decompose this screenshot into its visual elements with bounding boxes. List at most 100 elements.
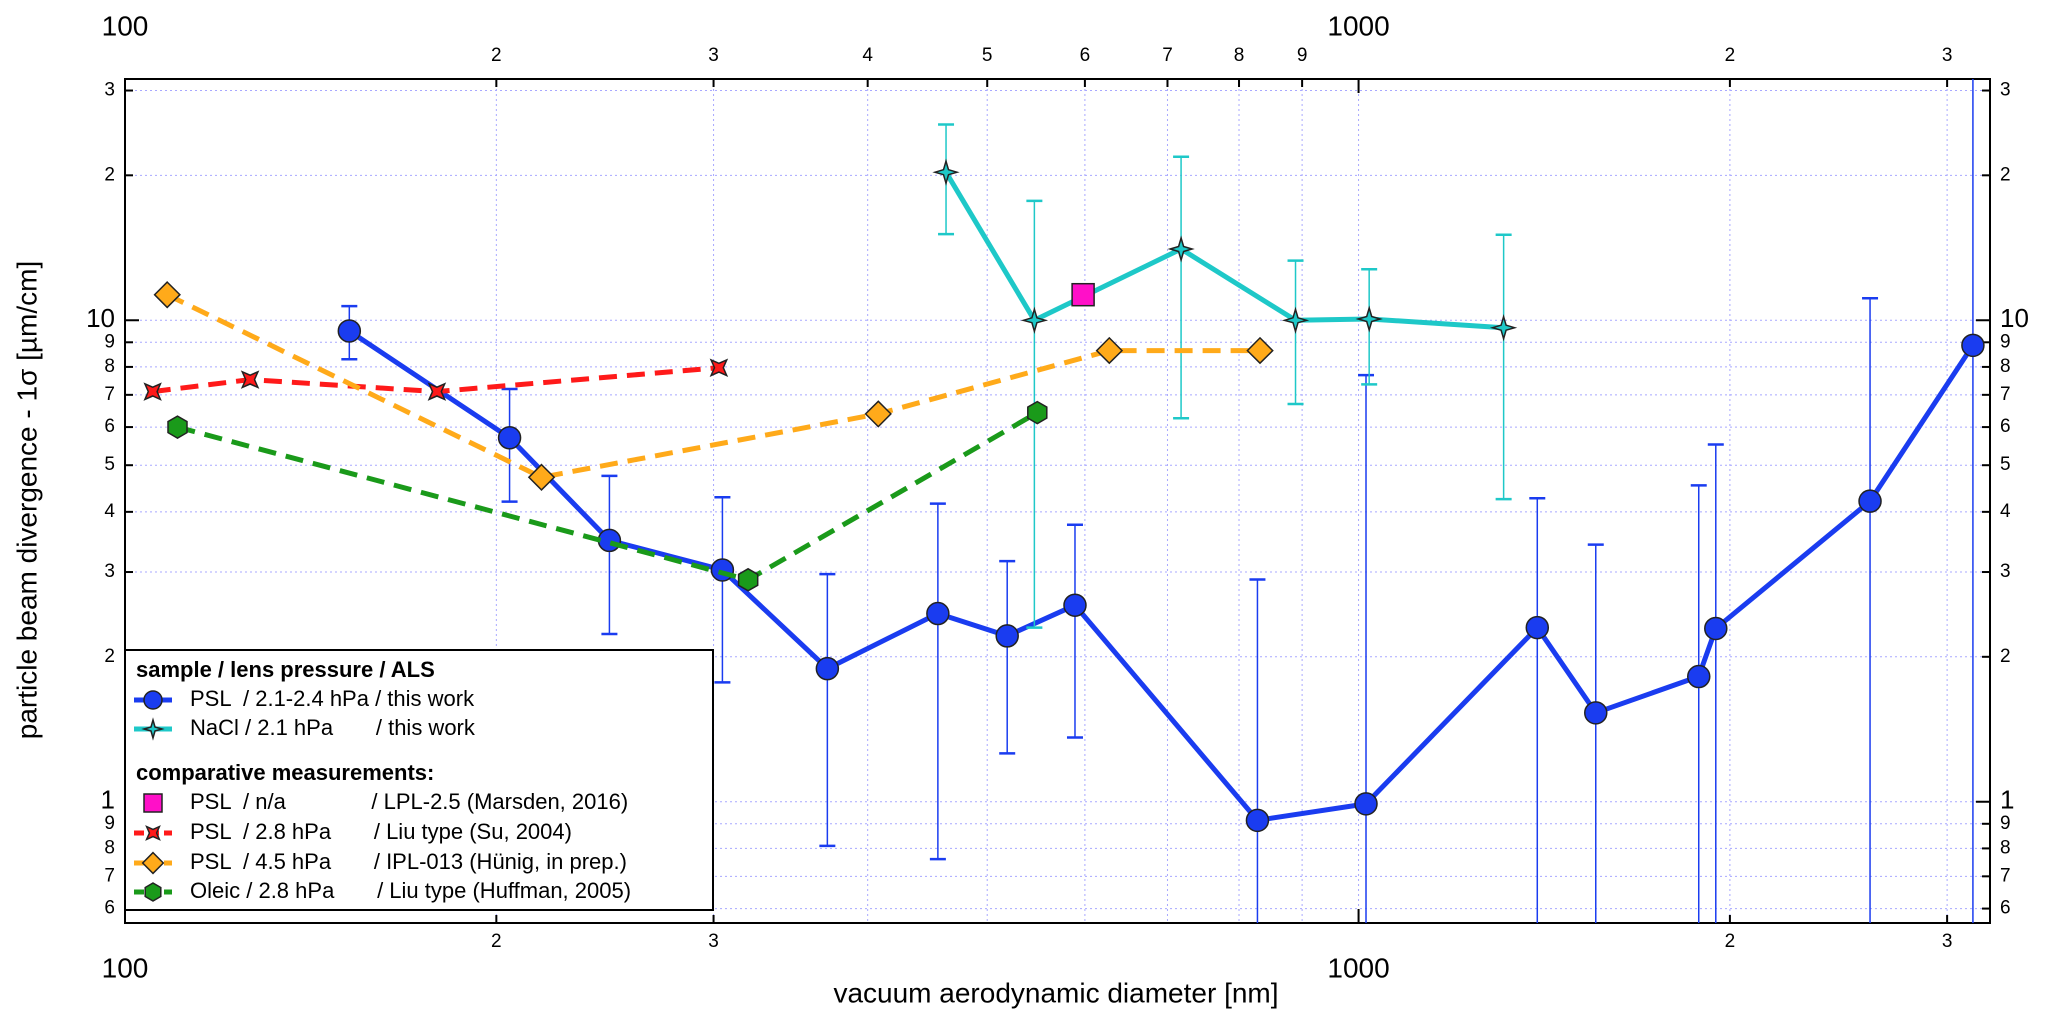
point: [143, 382, 162, 401]
error-bar: [1495, 233, 1512, 501]
point: [1686, 664, 1711, 689]
x-tick-label: 3: [1942, 931, 1953, 952]
series-line: [176, 410, 1039, 583]
y-tick-label: 5: [104, 454, 115, 475]
error-bar: [1690, 484, 1707, 923]
point: [1355, 305, 1383, 333]
y-tick-label-right: 8: [2000, 356, 2011, 377]
y-tick-label: 1: [101, 785, 115, 815]
point: [926, 601, 950, 626]
point: [1246, 336, 1274, 365]
x-tick-label: 1000: [1327, 952, 1389, 983]
legend-title: sample / lens pressure / ALS: [136, 657, 435, 682]
y-tick-label: 10: [86, 303, 115, 333]
series-line: [152, 365, 720, 395]
x-tick-label-top: 3: [708, 45, 719, 66]
y-tick-label-right: 3: [2000, 80, 2011, 101]
y-tick-label-right: 9: [2000, 813, 2011, 834]
point: [1961, 333, 1985, 358]
point: [1245, 808, 1270, 833]
y-tick-label-right: 9: [2000, 331, 2011, 352]
y-tick-label: 2: [104, 164, 115, 185]
y-tick-label-right: 6: [2000, 416, 2011, 437]
point: [864, 400, 892, 428]
x-tick-label-top: 6: [1080, 45, 1091, 66]
point: [240, 370, 260, 389]
y-tick-label: 9: [104, 813, 115, 834]
y-tick-label-right: 4: [2000, 501, 2011, 522]
x-tick-label-top: 7: [1162, 45, 1173, 66]
legend-marker: [141, 851, 165, 875]
y-axis-label: particle beam divergence - 1σ [µm/cm]: [11, 261, 42, 739]
point: [1071, 282, 1095, 307]
point: [527, 463, 556, 491]
point: [1020, 306, 1049, 334]
x-tick-label-top: 4: [862, 45, 873, 66]
y-tick-label: 9: [104, 331, 115, 352]
legend-label: NaCl / 2.1 hPa / this work: [190, 715, 476, 740]
point: [1858, 489, 1882, 513]
y-tick-label: 7: [104, 384, 115, 405]
error-bar: [1587, 543, 1604, 923]
x-tick-label-top: 3: [1942, 45, 1953, 66]
point: [1704, 616, 1728, 641]
x-tick-label: 3: [708, 931, 719, 952]
point: [1167, 235, 1195, 263]
legend-marker: [141, 717, 165, 741]
x-tick-label: 100: [102, 952, 149, 983]
plot-frame: [124, 78, 1991, 924]
x-axis-label: vacuum aerodynamic diameter [nm]: [833, 977, 1278, 1008]
point: [737, 567, 759, 592]
y-tick-label-right: 8: [2000, 837, 2011, 858]
legend-label: PSL / 4.5 hPa / IPL-013 (Hünig, in prep.…: [190, 849, 627, 874]
y-tick-label: 8: [104, 837, 115, 858]
legend-subtitle: comparative measurements:: [136, 760, 434, 785]
y-tick-label-right: 6: [2000, 898, 2011, 919]
legend-marker: [143, 690, 163, 710]
point: [427, 382, 447, 401]
series-line: [347, 328, 1975, 823]
point: [1525, 615, 1550, 640]
point: [995, 624, 1019, 648]
y-tick-label-right: 3: [2000, 561, 2011, 582]
y-tick-label: 3: [104, 561, 115, 582]
error-bar: [1066, 523, 1083, 739]
legend: sample / lens pressure / ALS PSL / 2.1-2.…: [124, 649, 714, 911]
legend-label: PSL / n/a / LPL-2.5 (Marsden, 2016): [190, 789, 628, 814]
error-bar: [1707, 443, 1724, 923]
y-tick-label: 7: [104, 865, 115, 886]
legend-marker: [145, 825, 161, 841]
point: [709, 358, 729, 377]
x-tick-label-top: 2: [491, 45, 502, 66]
x-tick-label-top: 1000: [1327, 10, 1389, 41]
x-tick-label-top: 8: [1234, 45, 1245, 66]
y-tick-label: 3: [104, 80, 115, 101]
legend-label: Oleic / 2.8 hPa / Liu type (Huffman, 200…: [190, 878, 631, 903]
error-bar: [819, 572, 836, 848]
error-bar: [601, 474, 618, 636]
y-tick-label: 2: [104, 646, 115, 667]
error-bar: [1358, 373, 1375, 923]
x-tick-label-top: 2: [1725, 45, 1736, 66]
legend-box: [124, 649, 714, 911]
y-tick-label: 6: [104, 416, 115, 437]
point: [1354, 792, 1378, 816]
y-tick-label: 8: [104, 356, 115, 377]
y-tick-label-right: 2: [2000, 646, 2011, 667]
y-tick-label-right: 7: [2000, 865, 2011, 886]
y-tick-label-right: 10: [2000, 303, 2029, 333]
legend-marker: [143, 793, 163, 813]
legend-label: PSL / 2.8 hPa / Liu type (Su, 2004): [190, 819, 572, 844]
point: [1027, 400, 1048, 425]
series-line: [943, 170, 1504, 331]
legend-label: PSL / 2.1-2.4 hPa / this work: [190, 686, 475, 711]
point: [710, 558, 735, 582]
x-tick-label-top: 9: [1297, 45, 1308, 66]
error-bar: [929, 502, 946, 861]
point: [337, 319, 362, 343]
error-bar: [1249, 578, 1266, 923]
x-tick-label: 2: [1725, 931, 1736, 952]
point: [597, 528, 622, 553]
point: [167, 415, 188, 439]
